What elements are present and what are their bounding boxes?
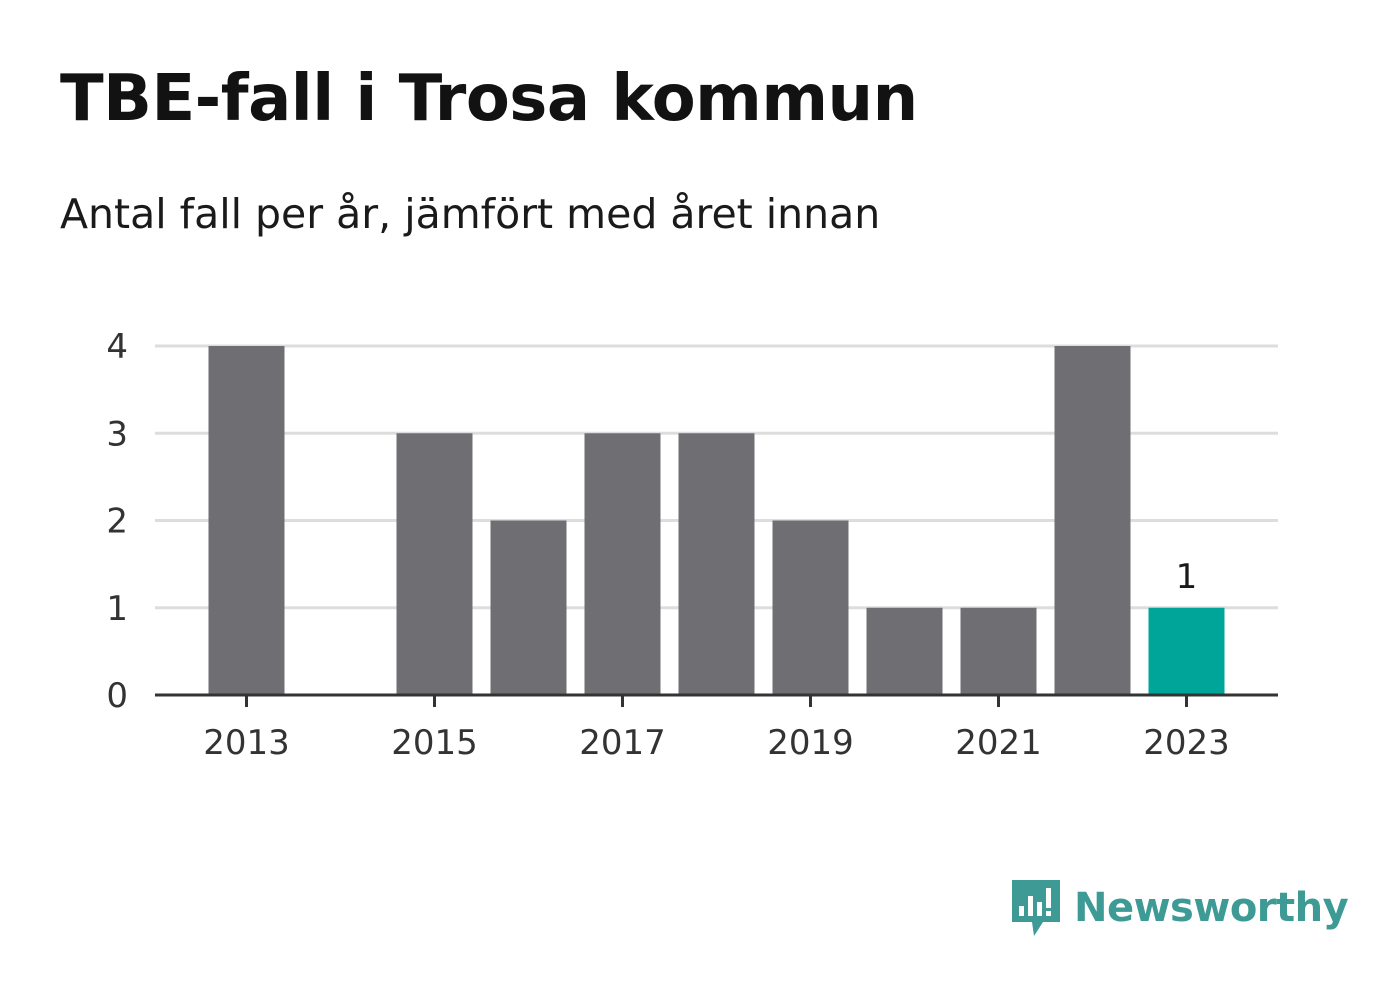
bar-2021 (960, 607, 1037, 695)
data-labels: 1 (1176, 557, 1198, 597)
bar-2022 (1054, 346, 1131, 695)
bar-chart: 0 1 2 3 4 2013 2015 2017 2019 2021 2023 1 (106, 327, 1278, 763)
bars (208, 346, 1225, 695)
y-tick-label-3: 3 (106, 414, 128, 454)
bar-2013 (208, 346, 285, 695)
y-tick-label-2: 2 (106, 502, 128, 542)
y-tick-label-0: 0 (106, 676, 128, 716)
newsworthy-logo-icon (1012, 880, 1060, 936)
x-tick-label-2023: 2023 (1143, 723, 1230, 763)
x-tick-label-2017: 2017 (579, 723, 666, 763)
y-tick-label-4: 4 (106, 327, 128, 367)
bar-2020 (866, 607, 943, 695)
x-tick-label-2015: 2015 (391, 723, 478, 763)
x-tick-label-2019: 2019 (767, 723, 854, 763)
bar-2023 (1148, 607, 1225, 695)
x-tick-label-2021: 2021 (955, 723, 1042, 763)
bar-2015 (396, 433, 473, 695)
y-tick-label-1: 1 (106, 589, 128, 629)
axes: 0 1 2 3 4 2013 2015 2017 2019 2021 2023 (106, 327, 1278, 763)
bar-2019 (772, 520, 849, 695)
bar-2016 (490, 520, 567, 695)
data-label-2023: 1 (1176, 557, 1198, 597)
chart-subtitle: Antal fall per år, jämfört med året inna… (60, 190, 881, 238)
x-tick-label-2013: 2013 (203, 723, 290, 763)
newsworthy-logo: Newsworthy (1010, 878, 1349, 938)
bar-2018 (678, 433, 755, 695)
chart-title: TBE-fall i Trosa kommun (60, 62, 918, 136)
newsworthy-logo-text: Newsworthy (1074, 885, 1349, 931)
bar-2017 (584, 433, 661, 695)
